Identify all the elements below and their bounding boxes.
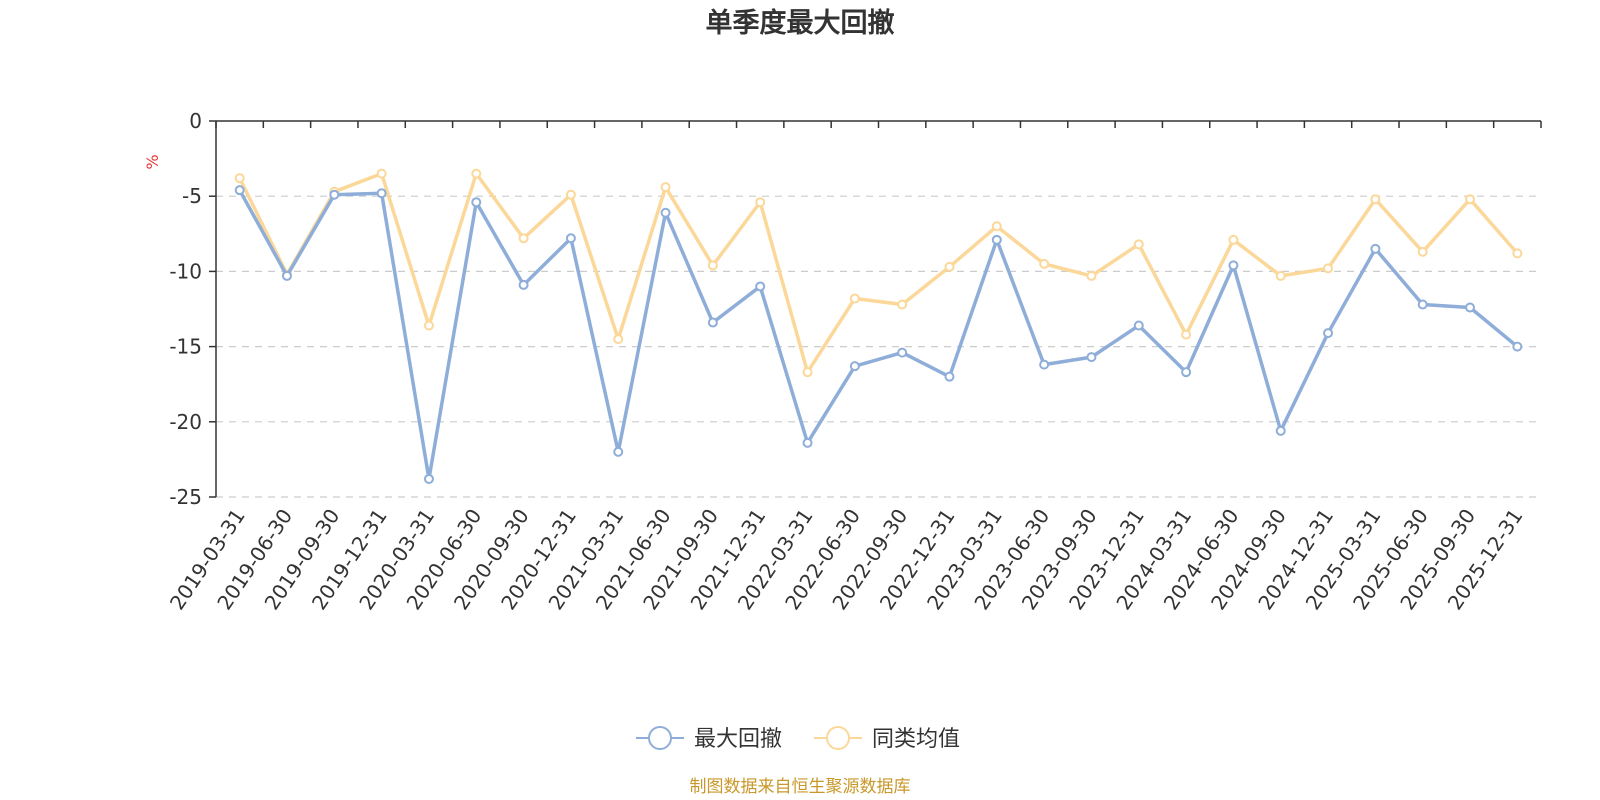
point-1-11 bbox=[755, 197, 766, 208]
series-0 bbox=[234, 185, 1523, 484]
point-0-16 bbox=[991, 234, 1002, 245]
series-1 bbox=[234, 168, 1523, 378]
point-0-0 bbox=[234, 185, 245, 196]
point-1-3 bbox=[376, 168, 387, 179]
point-1-5 bbox=[471, 168, 482, 179]
point-0-22 bbox=[1275, 425, 1286, 436]
point-1-21 bbox=[1228, 234, 1239, 245]
point-0-7 bbox=[565, 233, 576, 244]
point-0-15 bbox=[944, 371, 955, 382]
point-0-24 bbox=[1370, 243, 1381, 254]
point-0-26 bbox=[1465, 302, 1476, 313]
point-0-1 bbox=[281, 270, 292, 281]
point-1-10 bbox=[707, 260, 718, 271]
point-0-21 bbox=[1228, 260, 1239, 271]
point-0-18 bbox=[1086, 352, 1097, 363]
point-1-26 bbox=[1465, 194, 1476, 205]
point-1-23 bbox=[1323, 263, 1334, 274]
legend-item-0[interactable]: 最大回撤 bbox=[636, 726, 782, 752]
point-0-20 bbox=[1181, 367, 1192, 378]
point-1-6 bbox=[518, 233, 529, 244]
point-0-12 bbox=[802, 437, 813, 448]
legend-label-1: 同类均值 bbox=[872, 727, 960, 752]
y-tick-label--25: -25 bbox=[169, 485, 202, 509]
point-1-8 bbox=[613, 334, 624, 345]
y-axis-unit: % bbox=[143, 154, 162, 169]
point-1-24 bbox=[1370, 194, 1381, 205]
chart-title: 单季度最大回撤 bbox=[706, 7, 895, 39]
point-0-9 bbox=[660, 207, 671, 218]
legend-label-0: 最大回撤 bbox=[694, 727, 782, 752]
point-0-11 bbox=[755, 281, 766, 292]
point-0-19 bbox=[1133, 320, 1144, 331]
point-0-10 bbox=[707, 317, 718, 328]
point-0-13 bbox=[849, 361, 860, 372]
point-1-12 bbox=[802, 367, 813, 378]
point-1-27 bbox=[1512, 248, 1523, 259]
y-tick-label--5: -5 bbox=[182, 184, 202, 208]
point-0-6 bbox=[518, 279, 529, 290]
series-line-0 bbox=[238, 189, 1519, 481]
point-1-25 bbox=[1417, 246, 1428, 257]
point-0-8 bbox=[613, 446, 624, 457]
point-0-2 bbox=[329, 189, 340, 200]
point-0-25 bbox=[1417, 299, 1428, 310]
point-1-13 bbox=[849, 293, 860, 304]
y-tick-label--10: -10 bbox=[169, 259, 202, 283]
point-1-7 bbox=[565, 189, 576, 200]
legend-item-1[interactable]: 同类均值 bbox=[814, 726, 960, 752]
legend-marker-0 bbox=[648, 726, 672, 750]
x-tick-labels: 2019-03-312019-06-302019-09-302019-12-31… bbox=[165, 504, 1528, 614]
point-0-23 bbox=[1323, 328, 1334, 339]
legend[interactable]: 最大回撤 同类均值 bbox=[636, 726, 960, 752]
legend-marker-1 bbox=[826, 726, 850, 750]
y-tick-label--15: -15 bbox=[169, 335, 202, 359]
point-0-5 bbox=[471, 197, 482, 208]
point-1-19 bbox=[1133, 239, 1144, 250]
point-0-27 bbox=[1512, 341, 1523, 352]
point-0-14 bbox=[897, 347, 908, 358]
point-1-22 bbox=[1275, 270, 1286, 281]
point-0-4 bbox=[423, 473, 434, 484]
point-1-15 bbox=[944, 261, 955, 272]
point-1-18 bbox=[1086, 270, 1097, 281]
point-0-17 bbox=[1039, 359, 1050, 370]
point-1-20 bbox=[1181, 329, 1192, 340]
point-1-17 bbox=[1039, 258, 1050, 269]
grid-lines bbox=[216, 195, 1541, 498]
point-1-9 bbox=[660, 182, 671, 193]
y-tick-label-0: 0 bbox=[189, 109, 202, 133]
point-1-4 bbox=[423, 320, 434, 331]
point-1-0 bbox=[234, 173, 245, 184]
point-1-16 bbox=[991, 221, 1002, 232]
y-tick-label--20: -20 bbox=[169, 410, 202, 434]
series-group bbox=[234, 168, 1523, 484]
axes bbox=[209, 120, 1542, 498]
point-0-3 bbox=[376, 188, 387, 199]
y-tick-labels: 0 -5 -10 -15 -20 -25 bbox=[169, 109, 202, 509]
data-source-note: 制图数据来自恒生聚源数据库 bbox=[690, 777, 911, 797]
series-line-1 bbox=[238, 171, 1519, 374]
point-1-14 bbox=[897, 299, 908, 310]
